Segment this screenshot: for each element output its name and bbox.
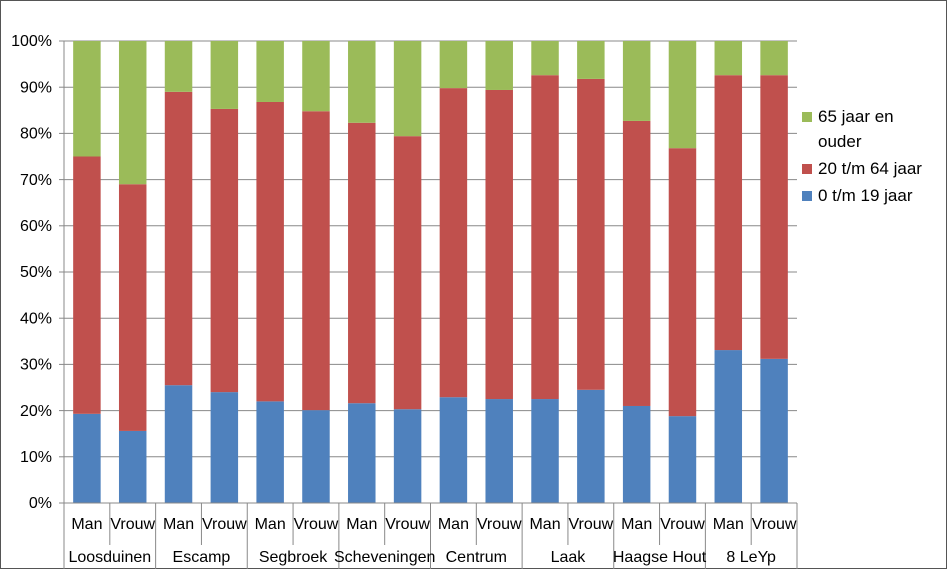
legend-label: 65 jaar en ouder (818, 107, 894, 151)
x-group-label: Laak (551, 549, 587, 566)
x-tick-label: Man (255, 516, 286, 533)
legend-swatch (802, 164, 812, 174)
x-tick-label: Man (346, 516, 377, 533)
x-tick-label: Vrouw (294, 516, 339, 533)
bar-segment (256, 101, 284, 402)
bar-segment (348, 403, 376, 503)
bar-segment (668, 41, 697, 149)
y-tick-label: 70% (20, 172, 52, 189)
x-group-label: Loosduinen (68, 549, 151, 566)
y-tick-label: 80% (20, 126, 52, 143)
bar-segment (393, 409, 422, 503)
legend-swatch (802, 191, 812, 201)
bar-segment (622, 405, 651, 503)
bar-segment (118, 184, 147, 431)
bar-segment (73, 413, 101, 503)
bar-segment (485, 89, 513, 400)
x-tick-label: Man (438, 516, 469, 533)
x-tick-label: Vrouw (568, 516, 613, 533)
bar-segment (668, 416, 697, 503)
bar-segment (760, 41, 788, 76)
y-tick-label: 0% (29, 495, 52, 512)
y-tick-label: 60% (20, 218, 52, 235)
x-group-label: Haagse Hout (613, 549, 707, 566)
bar-segment (577, 389, 605, 503)
x-tick-label: Man (529, 516, 560, 533)
bar-segment (439, 397, 468, 503)
bar-segment (577, 78, 605, 390)
x-group-label: Escamp (173, 549, 231, 566)
bar-segment (302, 41, 330, 112)
bar-segment (485, 41, 513, 90)
bar-segment (439, 88, 468, 398)
bar-segment (531, 399, 559, 503)
x-tick-label: Vrouw (110, 516, 155, 533)
bar-segment (439, 41, 468, 89)
x-tick-label: Man (163, 516, 194, 533)
x-group-label: 8 LeYp (726, 549, 776, 566)
bar-segment (164, 385, 193, 503)
x-tick-label: Man (713, 516, 744, 533)
bar-segment (118, 430, 147, 503)
bar-segment (164, 91, 193, 386)
legend-item: 0 t/m 19 jaar (800, 183, 935, 208)
bar-segment (256, 41, 284, 102)
y-tick-label: 20% (20, 403, 52, 420)
bar-segment (210, 41, 239, 109)
y-tick-label: 50% (20, 264, 52, 281)
bar-segment (760, 75, 788, 359)
bar-segment (210, 108, 239, 393)
bar-segment (118, 41, 147, 185)
y-tick-label: 100% (11, 33, 52, 50)
legend-swatch (802, 112, 812, 122)
bar-segment (73, 156, 101, 414)
x-group-label: Segbroek (259, 549, 328, 566)
bar-segment (531, 75, 559, 400)
bar-segment (393, 41, 422, 137)
bar-segment (531, 41, 559, 76)
y-tick-label: 30% (20, 357, 52, 374)
bar-segment (714, 75, 743, 351)
bar-segment (714, 41, 743, 76)
y-tick-label: 40% (20, 310, 52, 327)
y-tick-label: 10% (20, 449, 52, 466)
bar-segment (73, 41, 101, 157)
x-group-label: Centrum (446, 549, 507, 566)
bar-segment (348, 122, 376, 404)
bar-segment (485, 399, 513, 503)
bar-segment (210, 392, 239, 503)
x-tick-label: Vrouw (660, 516, 705, 533)
x-tick-label: Man (621, 516, 652, 533)
x-tick-label: Vrouw (752, 516, 797, 533)
bar-segment (714, 350, 743, 503)
bar-segment (302, 410, 330, 503)
legend-label: 0 t/m 19 jaar (818, 186, 913, 205)
x-tick-label: Vrouw (202, 516, 247, 533)
legend-item: 65 jaar en ouder (800, 104, 935, 154)
y-tick-label: 90% (20, 79, 52, 96)
bar-segment (577, 41, 605, 79)
x-tick-label: Vrouw (385, 516, 430, 533)
bar-segment (256, 401, 284, 503)
legend: 65 jaar en ouder 20 t/m 64 jaar 0 t/m 19 j… (800, 104, 935, 210)
bar-segment (760, 358, 788, 503)
bar-segment (164, 41, 193, 92)
x-group-label: Scheveningen (334, 549, 435, 566)
bar-segment (622, 41, 651, 121)
bar-segment (622, 120, 651, 406)
legend-label: 20 t/m 64 jaar (818, 159, 922, 178)
legend-item: 20 t/m 64 jaar (800, 156, 935, 181)
x-tick-label: Man (71, 516, 102, 533)
bar-segment (348, 41, 376, 123)
bar-segment (668, 148, 697, 417)
bar-segment (393, 136, 422, 410)
x-tick-label: Vrouw (477, 516, 522, 533)
bar-segment (302, 111, 330, 411)
